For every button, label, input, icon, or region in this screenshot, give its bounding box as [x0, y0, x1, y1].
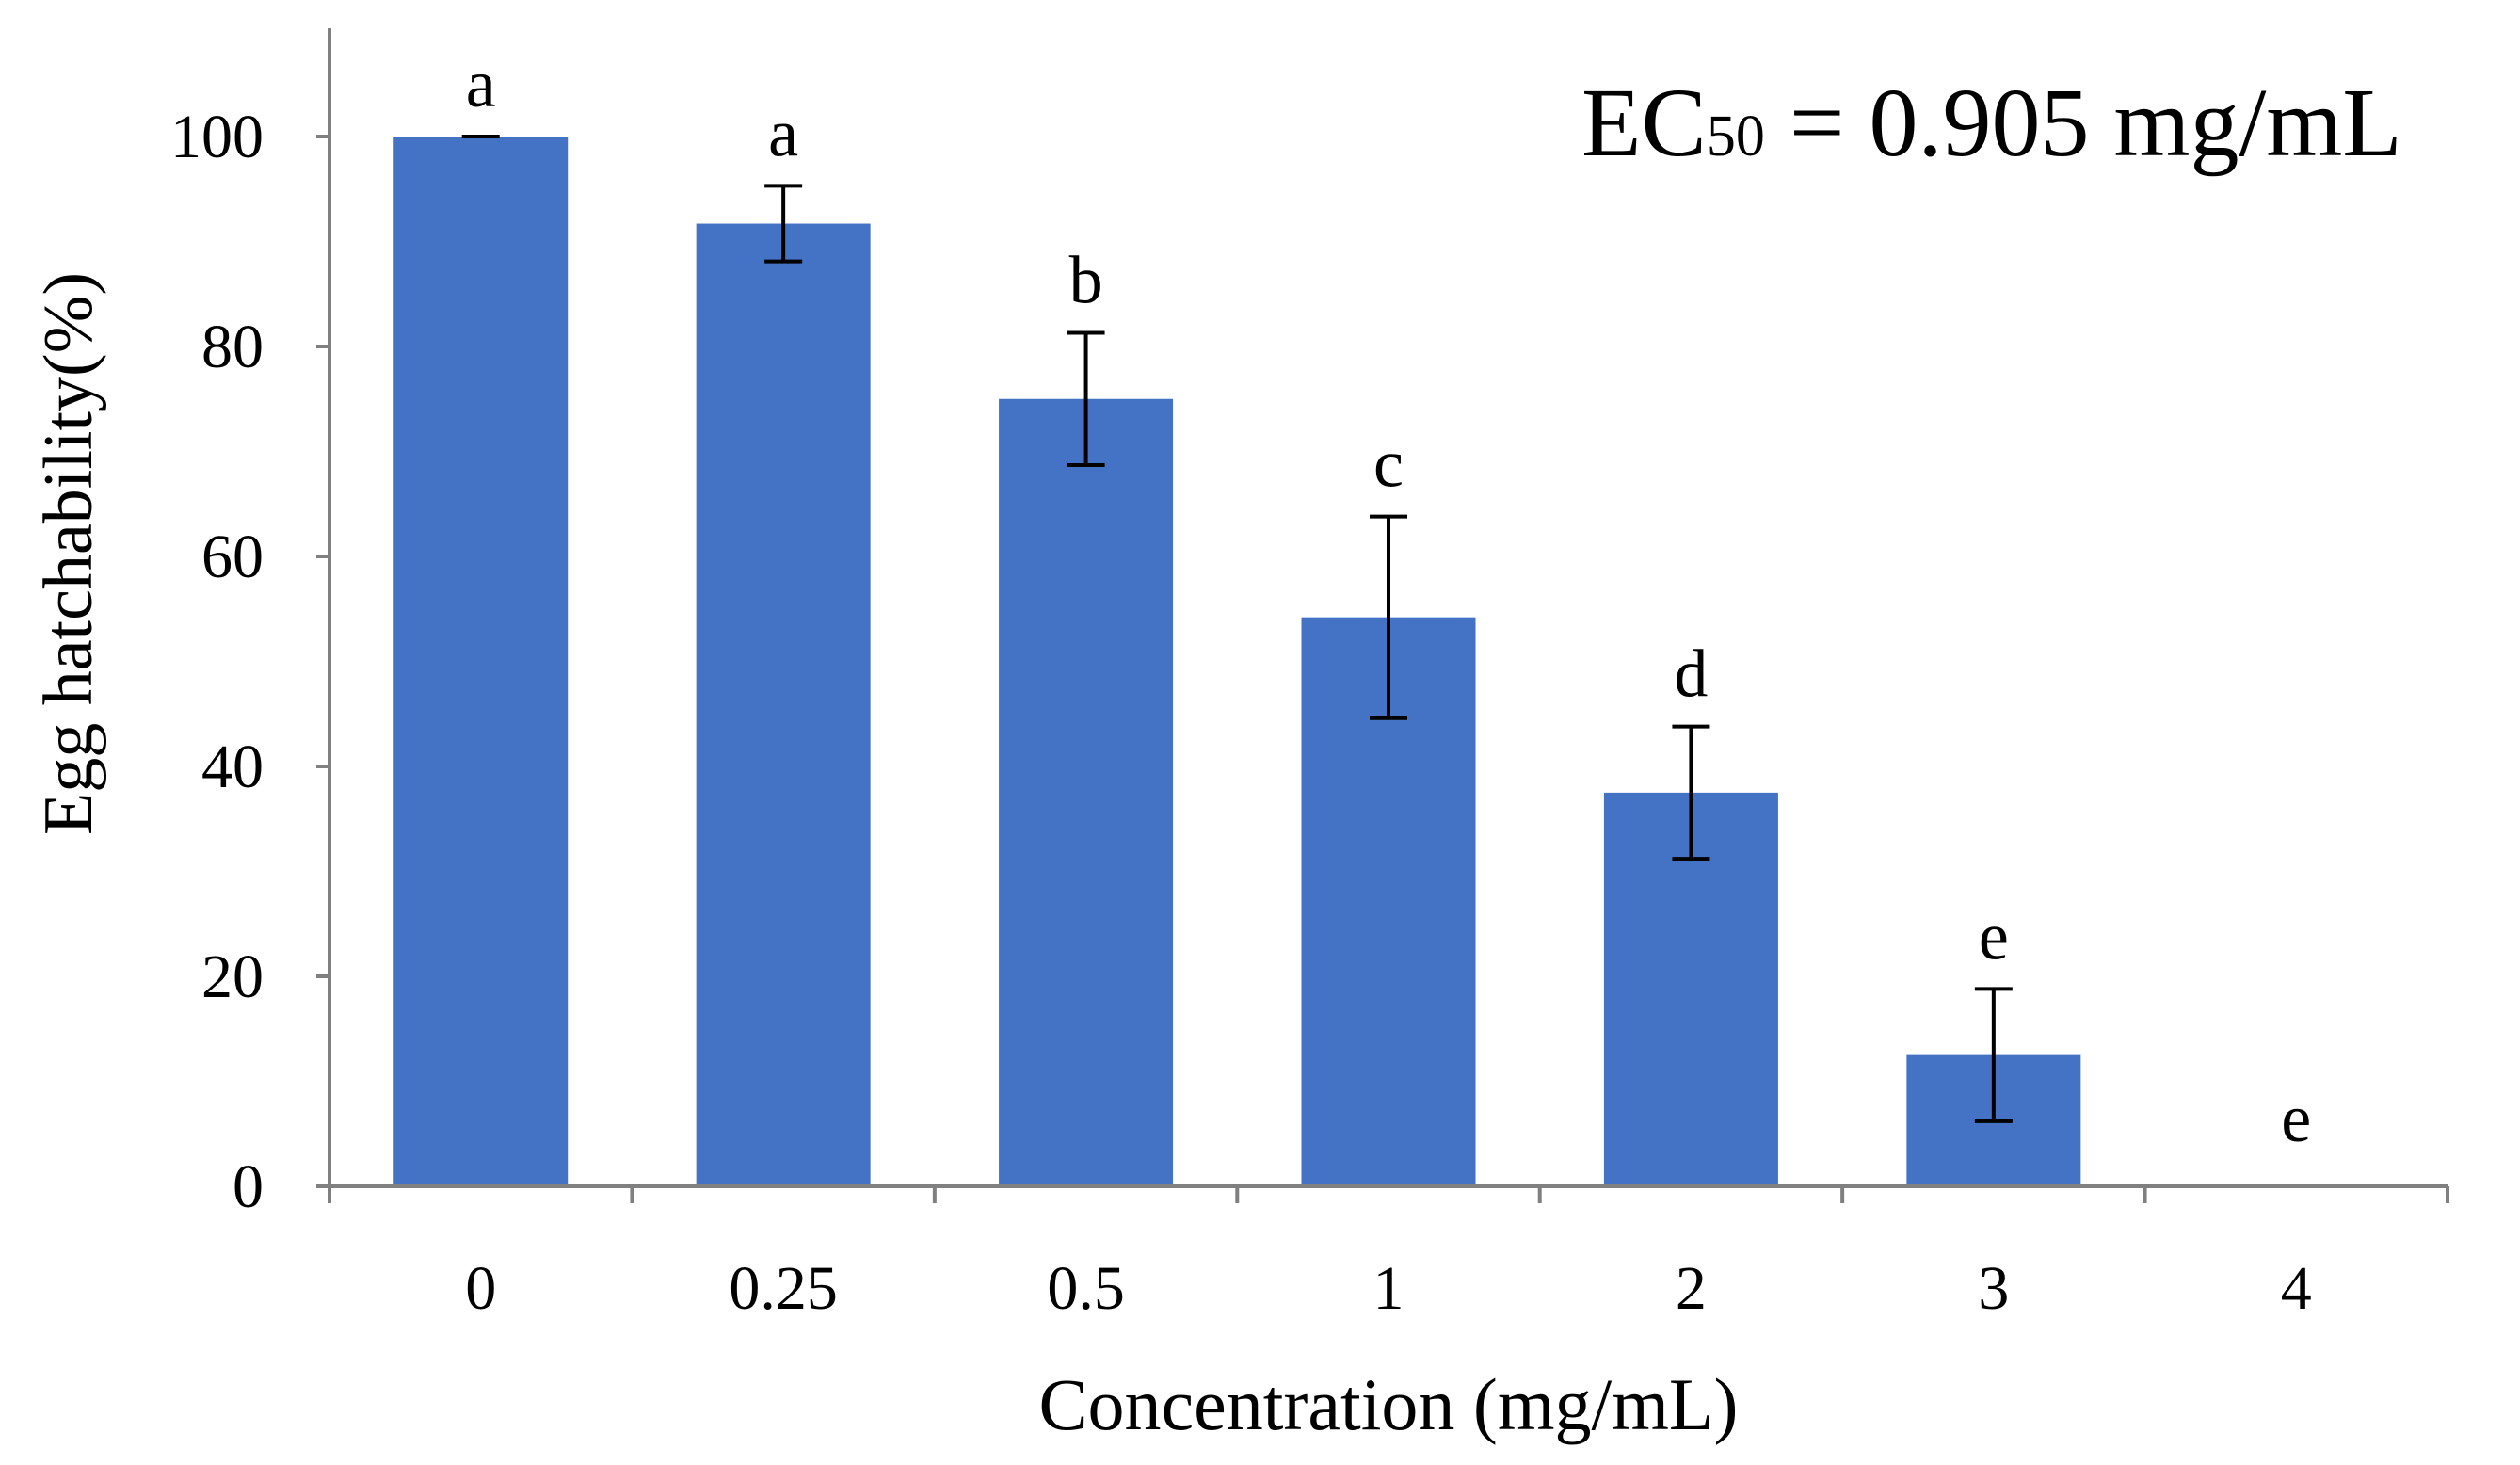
significance-letter: c	[1373, 427, 1404, 502]
bar	[393, 137, 569, 1186]
ec50-prefix: EC	[1581, 69, 1707, 177]
x-tick-labels: 0 0.25 0.5 1 2 3 4	[465, 1254, 2312, 1323]
y-axis-label: Egg hatchability(%)	[30, 272, 107, 835]
x-tick-label: 0.25	[729, 1254, 838, 1323]
y-tick-labels: 0 20 40 60 80 100	[170, 103, 264, 1221]
bar	[999, 398, 1174, 1186]
x-tick-label: 1	[1373, 1254, 1404, 1323]
y-tick-label: 0	[233, 1152, 264, 1221]
significance-letters: a a b c d e e	[466, 46, 2312, 1156]
y-tick-label: 100	[170, 103, 264, 171]
bar	[696, 223, 871, 1187]
ec50-subscript: 50	[1707, 105, 1765, 169]
bars-layer	[393, 137, 2081, 1187]
error-bars-layer	[461, 135, 2013, 1123]
x-tick-label: 0	[465, 1254, 496, 1323]
significance-letter: e	[1979, 898, 2009, 974]
y-tick-label: 80	[201, 313, 264, 381]
significance-letter: e	[2281, 1081, 2311, 1156]
significance-letter: a	[768, 95, 798, 170]
ec50-annotation: EC50 = 0.905 mg/mL	[1581, 69, 2402, 177]
x-axis-label: Concentration (mg/mL)	[1039, 1363, 1739, 1445]
y-tick-label: 20	[201, 942, 264, 1011]
x-tick-label: 2	[1676, 1254, 1707, 1323]
significance-letter: d	[1674, 636, 1708, 712]
significance-letter: b	[1069, 243, 1103, 318]
ec50-value: = 0.905 mg/mL	[1765, 69, 2402, 177]
x-tick-label: 0.5	[1047, 1254, 1125, 1323]
y-tick-label: 40	[201, 732, 264, 801]
axes-layer	[316, 28, 2449, 1203]
y-tick-label: 60	[201, 523, 264, 591]
x-tick-label: 4	[2281, 1254, 2312, 1323]
x-tick-label: 3	[1978, 1254, 2009, 1323]
significance-letter: a	[466, 46, 496, 121]
